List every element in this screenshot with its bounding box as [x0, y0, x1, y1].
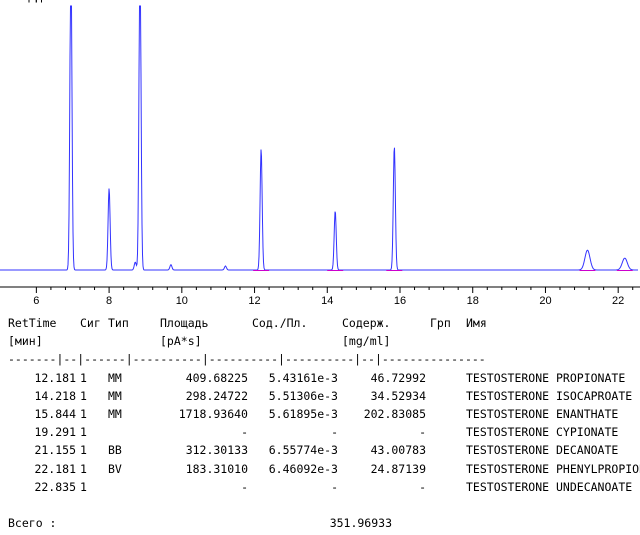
report-cell: 15.844: [34, 406, 76, 421]
peak-label-4: 22.181 - TESTOSTERONE PHENYLPROPIONATE: [0, 0, 251, 3]
report-cell: BV: [108, 461, 122, 476]
report-units-row: [мин] [pA*s] [mg/ml]: [0, 332, 640, 350]
report-cell: 183.31010: [185, 461, 248, 476]
report-cell: 21.155: [34, 443, 76, 458]
report-cell: [pA*s]: [160, 334, 202, 349]
report-row: 22.181 1 BV 183.31010 6.46092e-3 24.87139 TEST…: [0, 460, 640, 478]
report-cell: 12.181: [34, 370, 76, 385]
report-cell: 5.61895e-3: [268, 406, 338, 421]
report-cell: 312.30133: [185, 443, 248, 458]
x-tick-label-10: 10: [176, 295, 188, 307]
report-header-row: RetTime Сиг Тип Площадь Сод./Пл. Содерж. Грп Им…: [0, 314, 640, 332]
report-cell: TESTOSTERONE UNDECANOATE: [466, 479, 633, 494]
report-cell: MM: [108, 406, 122, 421]
integration-report: RetTime Сиг Тип Площадь Сод./Пл. Содерж. Грп Им…: [0, 314, 640, 535]
report-cell: BB: [108, 443, 122, 458]
total-label: Всего :: [8, 516, 57, 531]
report-cell: [мин]: [8, 334, 43, 349]
report-cell: Тип: [108, 316, 129, 330]
report-cell: TESTOSTERONE ENANTHATE: [466, 406, 619, 421]
report-row: 19.291 1 - - - TESTOSTERONE CYPIONATE: [0, 423, 640, 441]
x-tick-label-14: 14: [321, 295, 333, 307]
peak-label-1: 14.218 - TESTOSTERONE ISOCAPROATE: [0, 0, 215, 3]
report-cell: TESTOSTERONE DECANOATE: [466, 443, 619, 458]
x-tick-label-16: 16: [394, 295, 406, 307]
report-cell: Грп: [430, 316, 451, 330]
total-value: 351.96933: [329, 516, 392, 531]
peak-area-note-1: Площадь: 298.247: [0, 0, 94, 3]
report-spacer: [0, 496, 640, 514]
report-cell: MM: [108, 388, 122, 403]
report-cell: 1: [80, 425, 87, 440]
chromatogram-chart: 6 8 10 12 14 16 18 20 22 12.181 - TESTOSTERONE PR…: [0, 0, 640, 307]
report-cell: -: [419, 425, 426, 440]
x-tick-label-6: 6: [33, 295, 39, 307]
report-cell: 409.68225: [185, 370, 248, 385]
report-cell: 1718.93640: [178, 406, 248, 421]
report-cell: 19.291: [34, 425, 76, 440]
report-total-row: Всего : 351.96933: [0, 514, 640, 532]
report-cell: 1: [80, 406, 87, 421]
chromatogram-panel: 6 8 10 12 14 16 18 20 22 12.181 - TESTOSTERONE PR…: [0, 0, 640, 307]
report-cell: Площадь: [160, 316, 209, 330]
report-cell: 6.46092e-3: [268, 461, 338, 476]
peak-label-2: 15.844 - TESTOSTERONE ENANTHATE: [0, 0, 202, 3]
report-cell: 34.52934: [370, 388, 426, 403]
report-cell: 5.43161e-3: [268, 370, 338, 385]
report-cell: -: [419, 479, 426, 494]
report-cell: 298.24722: [185, 388, 248, 403]
report-cell: -: [331, 425, 338, 440]
report-row: 22.835 1 - - - TESTOSTERONE UNDECANOATE: [0, 478, 640, 496]
report-cell: 43.00783: [370, 443, 426, 458]
report-cell: TESTOSTERONE PROPIONATE: [466, 370, 626, 385]
report-cell: 1: [80, 443, 87, 458]
report-row: 14.218 1 MM 298.24722 5.51306e-3 34.52934 TEST…: [0, 387, 640, 405]
report-cell: 46.72992: [370, 370, 426, 385]
report-cell: TESTOSTERONE PHENYLPROPIONATE: [466, 461, 640, 476]
peak-area-note-2: Площадь: 1718.94: [0, 0, 94, 3]
report-cell: -: [241, 425, 248, 440]
report-separator: -------|--|------|----------|----------|…: [8, 352, 486, 367]
report-cell: Сод./Пл.: [252, 316, 308, 330]
report-cell: 24.87139: [370, 461, 426, 476]
peak-label-3: 21.155 - TESTOSTERONE DECANOATE: [0, 0, 204, 3]
x-tick-label-12: 12: [248, 295, 260, 307]
report-cell: 5.51306e-3: [268, 388, 338, 403]
report-cell: 1: [80, 388, 87, 403]
report-cell: 202.83085: [363, 406, 426, 421]
x-tick-label-20: 20: [539, 295, 551, 307]
report-cell: Имя: [466, 316, 487, 330]
report-cell: -: [241, 479, 248, 494]
report-cell: MM: [108, 370, 122, 385]
signal-trace: [0, 5, 638, 271]
report-cell: 1: [80, 479, 87, 494]
report-cell: TESTOSTERONE ISOCAPROATE: [466, 388, 633, 403]
peak-area-note-0: Площадь: 409.682: [0, 0, 94, 3]
report-cell: 6.55774e-3: [268, 443, 338, 458]
report-row: 12.181 1 MM 409.68225 5.43161e-3 46.72992 TEST…: [0, 369, 640, 387]
report-cell: 1: [80, 461, 87, 476]
report-cell: Сиг: [80, 316, 101, 330]
x-tick-label-18: 18: [467, 295, 479, 307]
report-row: 21.155 1 BB 312.30133 6.55774e-3 43.00783 TEST…: [0, 441, 640, 459]
report-cell: 22.835: [34, 479, 76, 494]
report-row: 15.844 1 MM 1718.93640 5.61895e-3 202.83085 TE…: [0, 405, 640, 423]
report-cell: [mg/ml]: [342, 334, 391, 349]
report-cell: TESTOSTERONE CYPIONATE: [466, 425, 619, 440]
report-cell: 1: [80, 370, 87, 385]
report-cell: Содерж.: [342, 316, 391, 330]
peak-label-0: 12.181 - TESTOSTERONE PROPIONATE: [0, 0, 207, 3]
report-cell: RetTime: [8, 316, 57, 330]
x-tick-label-22: 22: [612, 295, 624, 307]
x-tick-label-8: 8: [106, 295, 112, 307]
report-cell: -: [331, 479, 338, 494]
report-cell: 22.181: [34, 461, 76, 476]
report-cell: 14.218: [34, 388, 76, 403]
